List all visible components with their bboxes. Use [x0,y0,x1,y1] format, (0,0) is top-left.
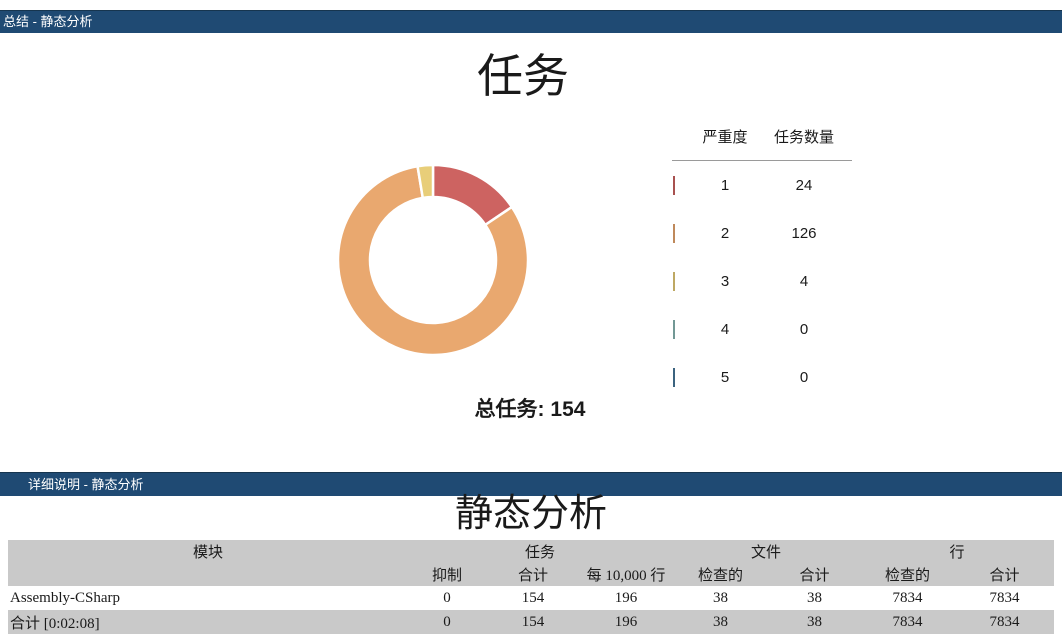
severity-value: 3 [720,272,730,290]
table-row-module: Assembly-CSharp 0 154 196 38 38 7834 783… [8,586,1054,610]
col-header-lines-total: 合计 [989,568,1020,584]
severity-1-swatch [673,175,675,195]
legend-severity-header: 严重度 [702,129,748,146]
cell-lines-checked: 7834 [892,613,923,630]
task-count: 24 [795,176,813,194]
cell-lines-checked: 7834 [892,589,923,606]
col-group-tasks: 任务 [525,545,556,561]
legend-count-header: 任务数量 [773,129,834,146]
sub-header-row: 抑制 合计 每 10,000 行 检查的 合计 检查的 合计 [8,563,1055,586]
cell-suppressed: 0 [443,589,451,606]
legend-row-severity-5: 5 0 [664,353,864,401]
table-head: 模块 任务 文件 行 抑制 合计 每 10,000 行 检查的 合计 检查的 合… [8,540,1055,586]
severity-4-swatch [673,319,675,339]
severity-legend: 严重度 任务数量 1 24 2 126 3 4 4 0 5 0 [664,128,864,401]
static-analysis-table: 模块 任务 文件 行 抑制 合计 每 10,000 行 检查的 合计 检查的 合… [8,540,1055,634]
total-tasks-label: 总任务: 154 [474,398,586,421]
task-count: 0 [799,368,809,386]
severity-value: 4 [720,320,730,338]
severity-value: 1 [720,176,730,194]
legend-header-row: 严重度 任务数量 [664,128,864,148]
legend-divider [672,160,852,161]
legend-row-severity-4: 4 0 [664,305,864,353]
severity-value: 2 [720,224,730,242]
donut-slice-severity-2 [336,165,530,357]
severity-2-swatch [673,223,675,243]
cell-tasks-total: 154 [521,589,545,606]
legend-row-severity-2: 2 126 [664,209,864,257]
severity-value: 5 [720,368,730,386]
tasks-donut-chart [336,163,530,357]
legend-row-severity-3: 3 4 [664,257,864,305]
donut-slice-severity-3 [416,163,435,200]
cell-files-checked: 38 [713,613,729,630]
details-section-title: 详细说明 - 静态分析 [28,477,144,492]
col-header-per-10000-lines: 每 10,000 行 [586,568,666,584]
cell-files-checked: 38 [713,589,729,606]
cell-files-total: 38 [807,613,823,630]
severity-5-swatch [673,367,675,387]
col-header-files-checked: 检查的 [698,568,744,584]
cell-lines-total: 7834 [989,613,1020,630]
table-row-total: 合计 [0:02:08] 0 154 196 38 38 7834 7834 [8,610,1055,634]
cell-files-total: 38 [807,589,823,606]
col-header-empty [8,563,408,586]
cell-per-10000: 196 [614,589,638,606]
task-count: 4 [799,272,809,290]
static-analysis-title: 静态分析 [454,493,607,535]
col-header-lines-checked: 检查的 [885,568,931,584]
legend-row-severity-1: 1 24 [664,161,864,209]
task-count: 126 [791,224,817,242]
module-name-cell: Assembly-CSharp [10,589,120,606]
table-body: Assembly-CSharp 0 154 196 38 38 7834 783… [8,586,1055,634]
col-group-module: 模块 [192,545,223,561]
cell-per-10000: 196 [614,613,638,630]
summary-section-header: 总结 - 静态分析 [0,10,1062,33]
summary-section-title: 总结 - 静态分析 [3,14,93,29]
cell-tasks-total: 154 [521,613,545,630]
col-group-files: 文件 [751,545,782,561]
details-section-header: 详细说明 - 静态分析 [0,472,1062,496]
total-label-cell: 合计 [0:02:08] [10,615,100,632]
col-header-suppressed: 抑制 [431,568,462,584]
cell-lines-total: 7834 [989,589,1020,606]
col-header-tasks-total: 合计 [517,568,548,584]
group-header-row: 模块 任务 文件 行 [8,540,1055,563]
task-count: 0 [799,320,809,338]
col-header-files-total: 合计 [799,568,830,584]
tasks-chart-title: 任务 [477,51,569,102]
severity-3-swatch [673,271,675,291]
tasks-donut-container [333,160,533,360]
col-group-lines: 行 [949,545,965,561]
cell-suppressed: 0 [443,613,451,630]
